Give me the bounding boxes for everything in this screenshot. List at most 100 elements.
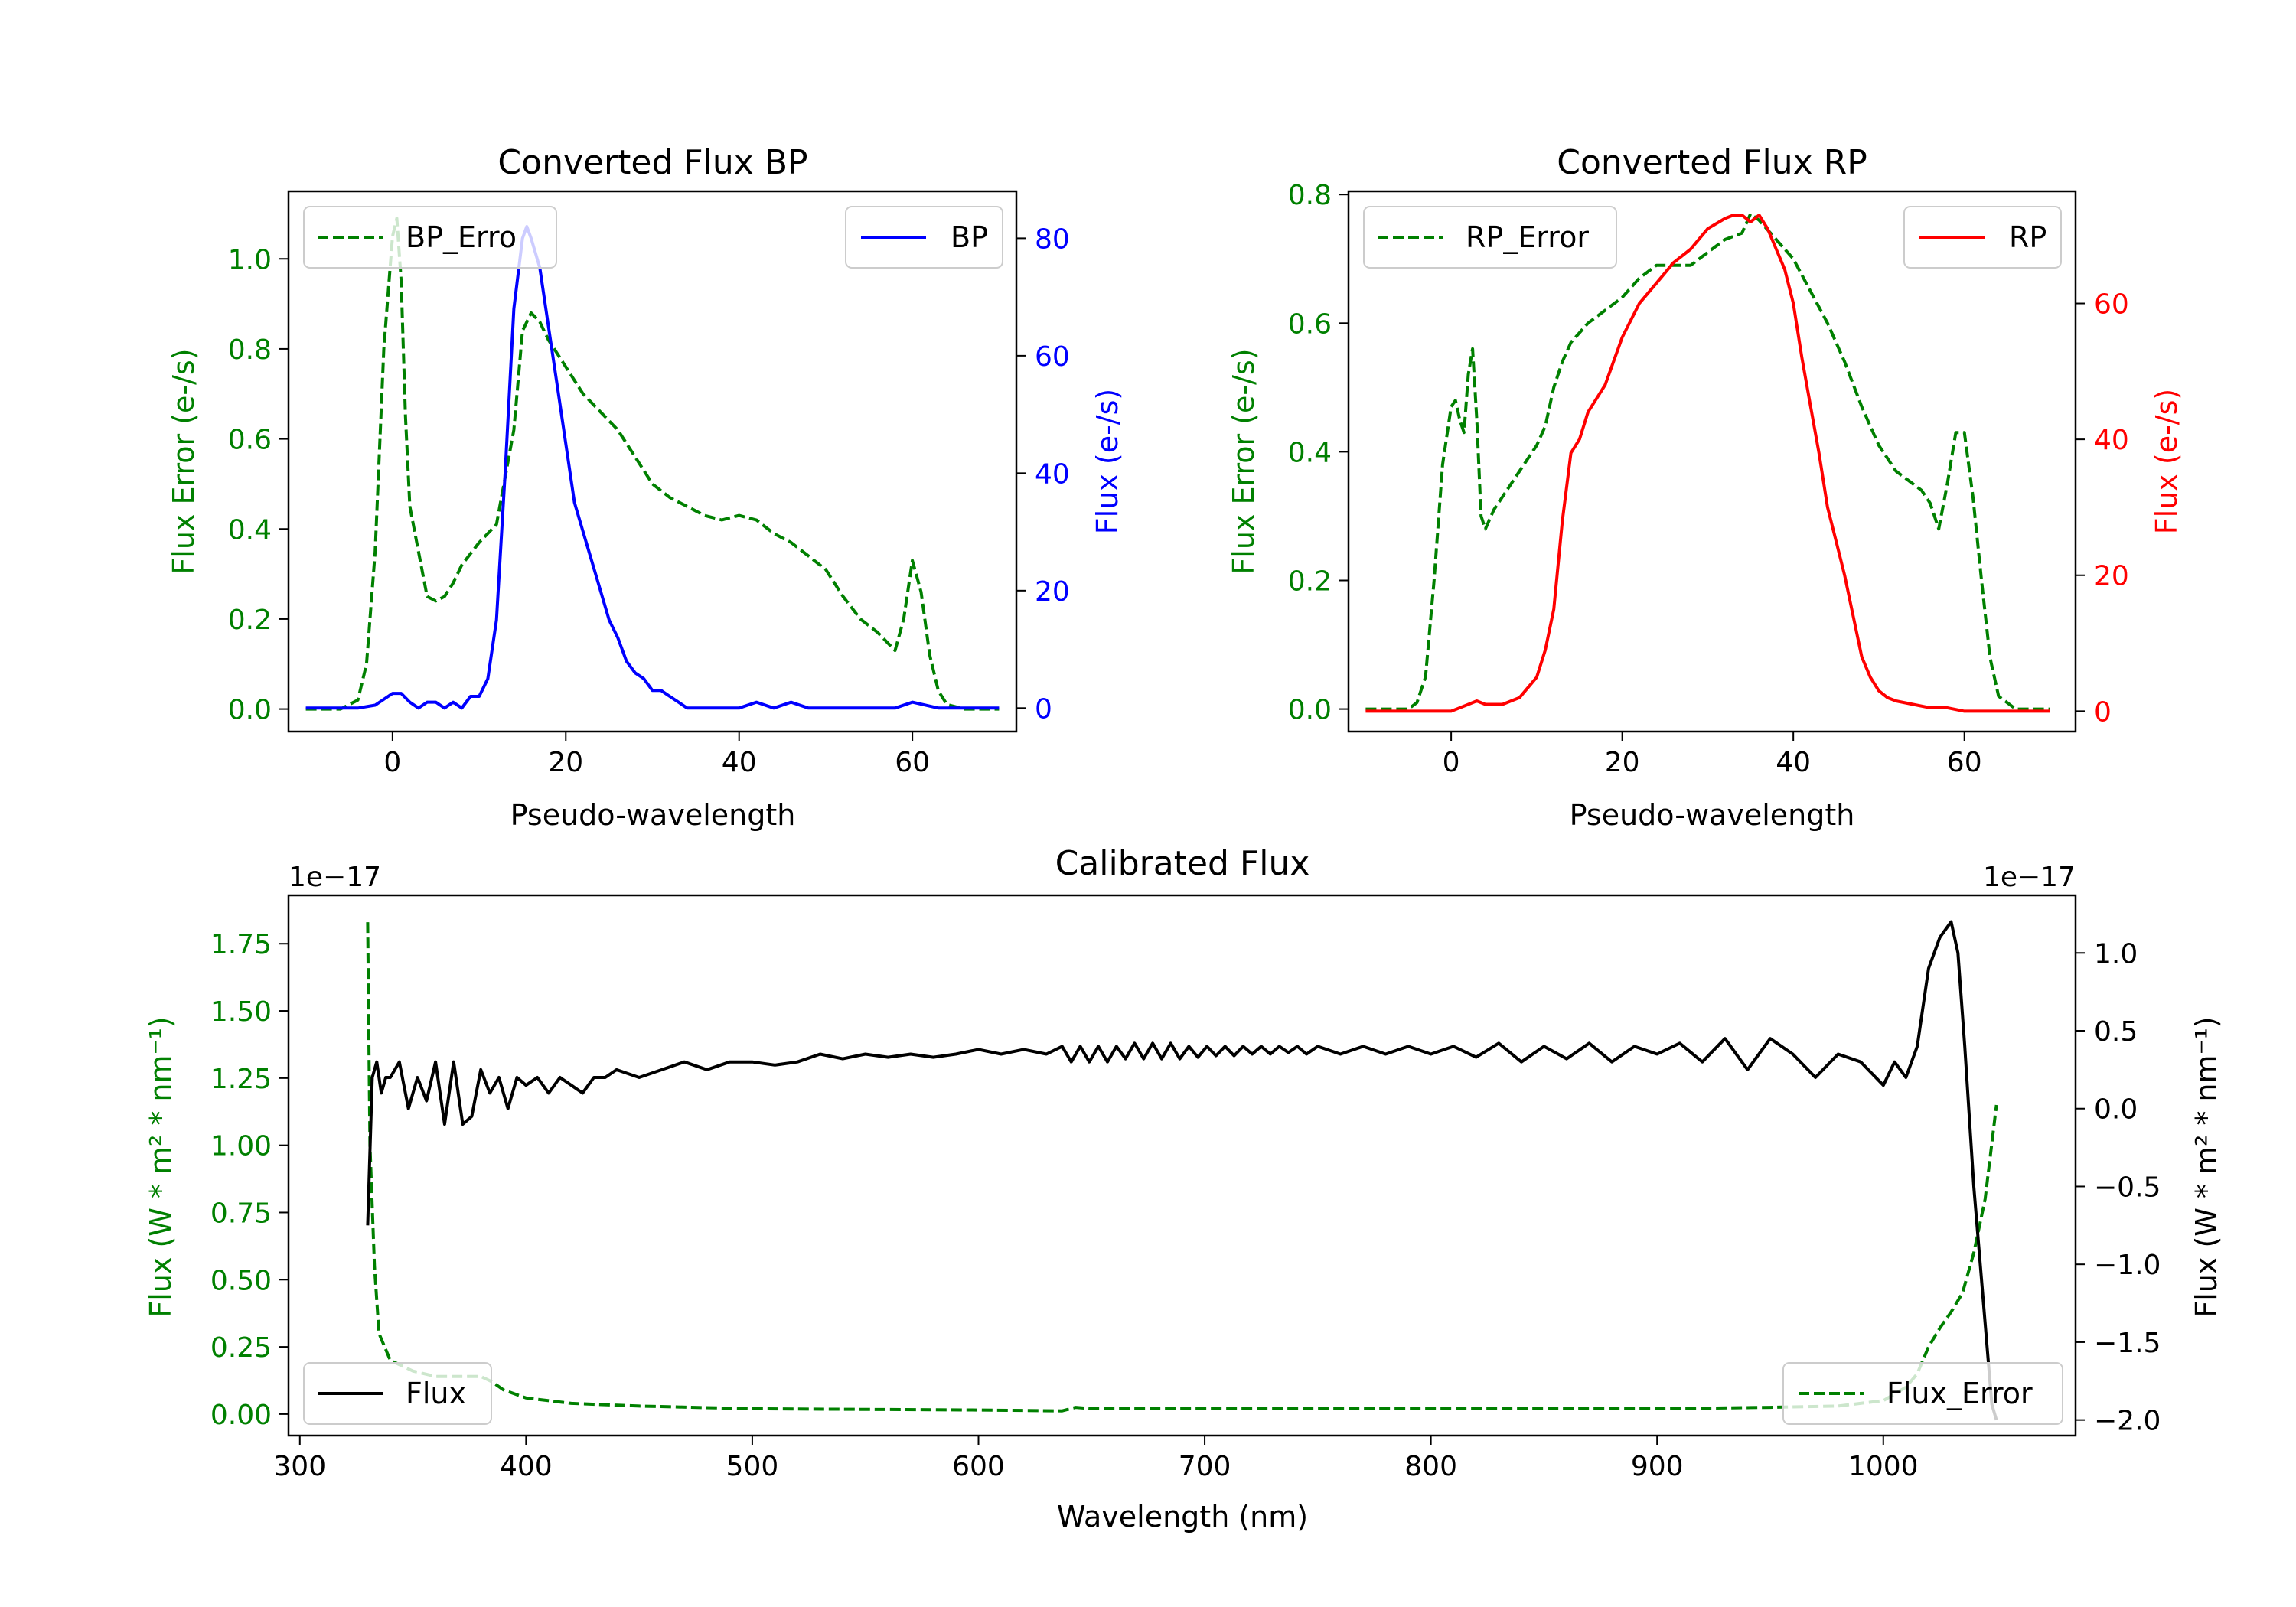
bp-axes-frame xyxy=(287,190,1018,733)
x-tick-label: 400 xyxy=(500,1451,553,1482)
x-tick-label: 300 xyxy=(273,1451,326,1482)
left-tick-label: 0.75 xyxy=(210,1198,272,1229)
bp-chart-title: Converted Flux BP xyxy=(497,143,807,182)
series-line-bp-error xyxy=(305,217,1000,711)
right-tick-label: −0.5 xyxy=(2094,1172,2161,1203)
calibrated-chart: Calibrated Flux 1e−17 1e−17 0.000.250.50… xyxy=(144,844,2223,1534)
bp-right-axis-label: Flux (e-/s) xyxy=(1091,389,1124,534)
left-tick-label: 0.4 xyxy=(228,514,272,546)
rp-legend-error-label: RP_Error xyxy=(1466,220,1589,254)
x-tick-label: 0 xyxy=(383,747,401,778)
rp-right-axis-label: Flux (e-/s) xyxy=(2150,389,2183,534)
rp-plot-area xyxy=(1365,212,2050,713)
series-line-rp xyxy=(1365,214,2050,713)
left-tick-label: 0.8 xyxy=(1288,180,1332,211)
calibrated-right-axis-label: Flux (W * m² * nm⁻¹) xyxy=(2190,1016,2223,1317)
x-tick-label: 800 xyxy=(1404,1451,1457,1482)
x-tick-label: 40 xyxy=(722,747,757,778)
rp-axes-frame xyxy=(1347,190,2077,733)
calibrated-left-axis-ticks: 0.00 0.25 0.50 0.75 1.00 1.25 1.50 1.75 xyxy=(210,929,289,1431)
rp-x-axis-label: Pseudo-wavelength xyxy=(1570,798,1855,832)
calibrated-chart-title: Calibrated Flux xyxy=(1055,844,1310,883)
series-line-flux xyxy=(366,920,1998,1421)
right-tick-label: −2.0 xyxy=(2094,1406,2161,1437)
rp-left-axis-label: Flux Error (e-/s) xyxy=(1227,348,1261,574)
left-tick-label: 0.2 xyxy=(228,605,272,636)
left-tick-label: 1.0 xyxy=(228,244,272,275)
left-tick-label: 0.00 xyxy=(210,1400,272,1431)
rp-chart-title: Converted Flux RP xyxy=(1557,143,1867,182)
x-tick-label: 700 xyxy=(1179,1451,1231,1482)
x-tick-label: 20 xyxy=(1605,747,1640,778)
right-tick-label: 0 xyxy=(2094,696,2112,728)
series-line-bp xyxy=(305,225,1000,710)
calibrated-legend-flux-label: Flux xyxy=(406,1377,466,1410)
rp-chart: Converted Flux RP 0.0 0.2 0.4 0.6 0.8 0 20 40 6… xyxy=(1227,143,2183,832)
left-tick-label: 0.2 xyxy=(1288,566,1332,597)
bp-x-axis-ticks: 0 20 40 60 xyxy=(383,732,930,778)
left-tick-label: 0.25 xyxy=(210,1332,272,1364)
legend-frame xyxy=(303,1362,492,1425)
x-tick-label: 600 xyxy=(952,1451,1005,1482)
calibrated-x-axis-label: Wavelength (nm) xyxy=(1057,1500,1308,1534)
bp-legend-error: BP_Erro xyxy=(303,206,557,269)
x-tick-label: 60 xyxy=(895,747,930,778)
rp-legend-error: RP_Error xyxy=(1363,206,1617,269)
x-tick-label: 40 xyxy=(1776,747,1811,778)
left-tick-label: 1.50 xyxy=(210,996,272,1028)
x-tick-label: 20 xyxy=(548,747,583,778)
left-tick-label: 0.8 xyxy=(228,334,272,366)
left-tick-label: 0.0 xyxy=(1288,695,1332,726)
right-tick-label: 40 xyxy=(2094,425,2129,456)
bp-legend-flux: BP xyxy=(845,206,1003,269)
rp-right-axis-ticks: 0 20 40 60 xyxy=(2076,289,2129,728)
right-tick-label: 20 xyxy=(1035,576,1070,608)
x-tick-label: 1000 xyxy=(1848,1451,1919,1482)
right-tick-label: 60 xyxy=(2094,289,2129,321)
right-tick-label: 20 xyxy=(2094,561,2129,592)
bp-plot-area xyxy=(305,217,1000,711)
rp-x-axis-ticks: 0 20 40 60 xyxy=(1443,732,1982,778)
bp-legend-flux-label: BP xyxy=(951,220,988,254)
bp-chart: Converted Flux BP 0.0 0.2 0.4 0.6 0.8 1.0 0 20… xyxy=(167,143,1124,832)
right-tick-label: −1.5 xyxy=(2094,1328,2161,1359)
bp-left-axis-label: Flux Error (e-/s) xyxy=(167,348,201,574)
calibrated-x-axis-ticks: 300 400 500 600 700 800 900 1000 xyxy=(273,1436,1919,1482)
left-tick-label: 1.75 xyxy=(210,929,272,960)
right-tick-label: 60 xyxy=(1035,341,1070,373)
calibrated-right-axis-ticks: −2.0 −1.5 −1.0 −0.5 0.0 0.5 1.0 xyxy=(2076,938,2161,1437)
left-tick-label: 1.00 xyxy=(210,1131,272,1162)
calibrated-legend-flux: Flux xyxy=(303,1362,492,1425)
bp-right-axis-ticks: 0 20 40 60 80 xyxy=(1016,223,1070,725)
calibrated-left-axis-label: Flux (W * m² * nm⁻¹) xyxy=(144,1016,178,1317)
left-tick-label: 0.6 xyxy=(228,425,272,456)
rp-legend-flux-label: RP xyxy=(2009,220,2047,254)
bp-x-axis-label: Pseudo-wavelength xyxy=(510,798,796,832)
bp-left-axis-ticks: 0.0 0.2 0.4 0.6 0.8 1.0 xyxy=(228,244,289,726)
x-tick-label: 0 xyxy=(1443,747,1460,778)
right-tick-label: 0 xyxy=(1035,693,1052,725)
legend-frame xyxy=(1782,1362,2063,1425)
right-tick-label: 40 xyxy=(1035,458,1070,490)
right-tick-label: 1.0 xyxy=(2094,938,2138,970)
x-tick-label: 60 xyxy=(1947,747,1982,778)
calibrated-legend-error: Flux_Error xyxy=(1782,1362,2063,1425)
bp-legend-error-label: BP_Erro xyxy=(406,220,517,254)
left-tick-label: 0.50 xyxy=(210,1265,272,1296)
left-tick-label: 0.4 xyxy=(1288,437,1332,468)
left-tick-label: 0.0 xyxy=(228,695,272,726)
legend-frame xyxy=(1363,206,1617,269)
x-tick-label: 500 xyxy=(726,1451,779,1482)
legend-frame xyxy=(303,206,557,269)
left-tick-label: 0.6 xyxy=(1288,308,1332,340)
calibrated-left-offset: 1e−17 xyxy=(289,862,381,893)
right-tick-label: 0.5 xyxy=(2094,1016,2138,1048)
right-tick-label: 0.0 xyxy=(2094,1094,2138,1126)
left-tick-label: 1.25 xyxy=(210,1064,272,1095)
series-line-rp-error xyxy=(1365,212,2050,711)
calibrated-legend-error-label: Flux_Error xyxy=(1887,1377,2033,1410)
calibrated-axes-frame xyxy=(287,894,2077,1437)
right-tick-label: −1.0 xyxy=(2094,1250,2161,1281)
x-tick-label: 900 xyxy=(1631,1451,1684,1482)
